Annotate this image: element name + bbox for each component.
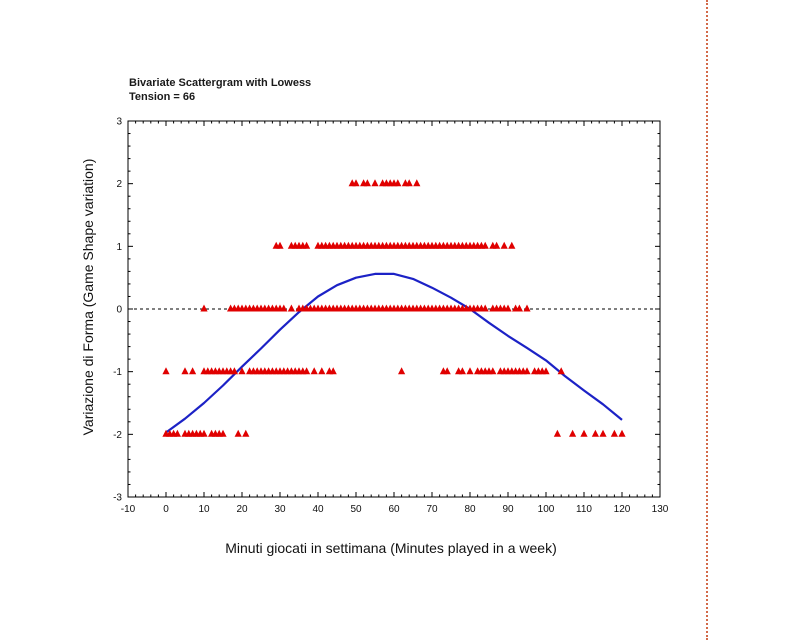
y-tick-label: -2 bbox=[113, 430, 122, 441]
data-point bbox=[481, 304, 489, 312]
data-point bbox=[230, 367, 238, 375]
data-point bbox=[242, 429, 250, 437]
x-tick-label: 60 bbox=[388, 504, 400, 515]
data-point bbox=[303, 367, 311, 375]
data-point bbox=[523, 304, 531, 312]
data-point bbox=[553, 429, 561, 437]
x-tick-label: 10 bbox=[198, 504, 210, 515]
x-tick-label: 110 bbox=[576, 504, 592, 515]
data-point bbox=[173, 429, 181, 437]
data-point bbox=[303, 241, 311, 249]
data-points-layer bbox=[162, 179, 626, 437]
data-point bbox=[371, 179, 379, 187]
data-point bbox=[280, 304, 288, 312]
data-point bbox=[591, 429, 599, 437]
data-point bbox=[234, 429, 242, 437]
chart-title: Bivariate Scattergram with Lowess bbox=[129, 77, 312, 89]
lowess-layer bbox=[165, 272, 623, 434]
data-point bbox=[189, 367, 197, 375]
data-point bbox=[310, 367, 318, 375]
x-tick-label: 0 bbox=[163, 504, 169, 515]
data-point bbox=[508, 241, 516, 249]
x-axis-label: Minuti giocati in settimana (Minutes pla… bbox=[225, 540, 557, 556]
data-point bbox=[458, 367, 466, 375]
x-tick-label: 100 bbox=[538, 504, 555, 515]
data-point bbox=[523, 367, 531, 375]
data-point bbox=[542, 367, 550, 375]
data-point bbox=[398, 367, 406, 375]
data-point bbox=[162, 367, 170, 375]
data-point bbox=[489, 367, 497, 375]
data-point bbox=[181, 367, 189, 375]
x-tick-label: 30 bbox=[274, 504, 286, 515]
data-point bbox=[200, 304, 208, 312]
data-point bbox=[413, 179, 421, 187]
data-point bbox=[618, 429, 626, 437]
data-point bbox=[318, 367, 326, 375]
data-point bbox=[363, 179, 371, 187]
data-point bbox=[504, 304, 512, 312]
lowess-curve bbox=[165, 272, 623, 434]
data-point bbox=[200, 429, 208, 437]
axis-ticks: -10 0 10 20 30 40 50 60 70 80 90 100 110 120 130-3-2-1… bbox=[113, 117, 669, 516]
x-tick-label: 80 bbox=[464, 504, 476, 515]
x-tick-label: 40 bbox=[312, 504, 324, 515]
data-point bbox=[394, 179, 402, 187]
x-tick-label: 130 bbox=[652, 504, 669, 515]
data-point bbox=[466, 367, 474, 375]
chart-subtitle: Tension = 66 bbox=[129, 91, 196, 103]
data-point bbox=[481, 241, 489, 249]
y-tick-label: 0 bbox=[116, 305, 122, 316]
data-point bbox=[515, 304, 523, 312]
data-point bbox=[610, 429, 618, 437]
data-point bbox=[238, 367, 246, 375]
y-tick-label: -1 bbox=[113, 367, 122, 378]
x-tick-label: 20 bbox=[236, 504, 248, 515]
x-tick-label: 70 bbox=[426, 504, 438, 515]
data-point bbox=[443, 367, 451, 375]
data-point bbox=[276, 241, 284, 249]
x-tick-label: -10 bbox=[121, 504, 136, 515]
x-tick-label: 50 bbox=[350, 504, 362, 515]
x-tick-label: 120 bbox=[614, 504, 631, 515]
y-tick-label: 2 bbox=[116, 179, 122, 190]
x-tick-label: 90 bbox=[502, 504, 514, 515]
data-point bbox=[569, 429, 577, 437]
data-point bbox=[493, 241, 501, 249]
page-margin-divider bbox=[706, 0, 708, 640]
data-point bbox=[580, 429, 588, 437]
y-axis-label: Variazione di Forma (Game Shape variatio… bbox=[80, 159, 96, 436]
data-point bbox=[599, 429, 607, 437]
data-point bbox=[329, 367, 337, 375]
data-point bbox=[500, 241, 508, 249]
data-point bbox=[219, 429, 227, 437]
data-point bbox=[287, 304, 295, 312]
y-tick-label: 1 bbox=[116, 242, 122, 253]
y-tick-label: 3 bbox=[116, 117, 122, 128]
y-tick-label: -3 bbox=[113, 493, 122, 504]
data-point bbox=[557, 367, 565, 375]
chart-title-block: Bivariate Scattergram with Lowess Tensio… bbox=[129, 76, 311, 104]
data-point bbox=[405, 179, 413, 187]
data-point bbox=[352, 179, 360, 187]
